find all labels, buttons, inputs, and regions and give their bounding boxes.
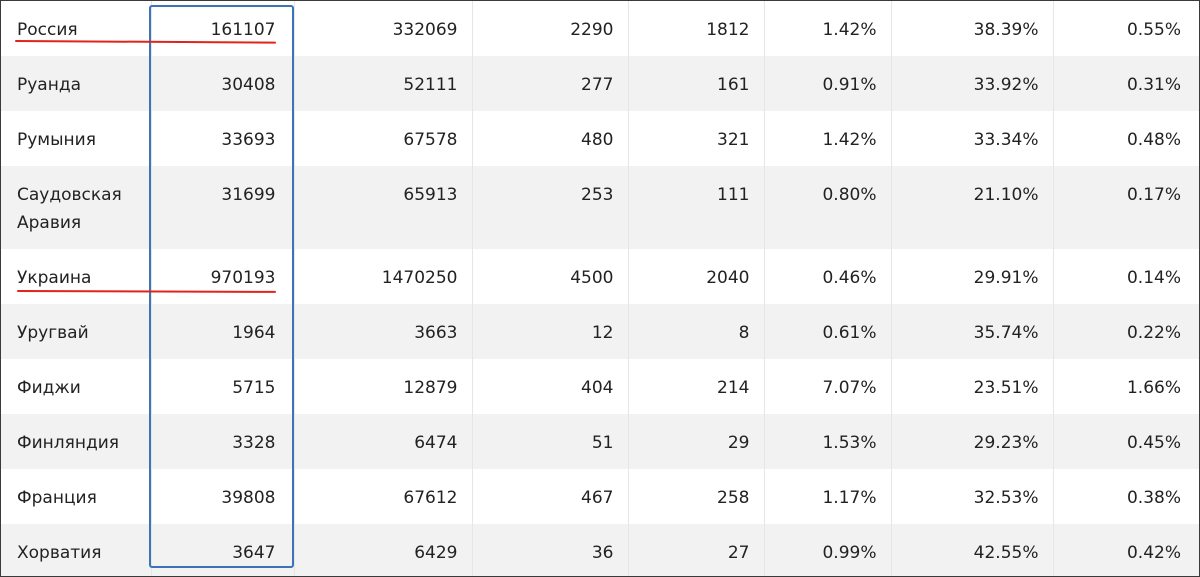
value-cell-2: 3663 [294, 304, 473, 359]
value-cell-2: 52111 [294, 56, 473, 111]
value-cell-5: 0.91% [764, 56, 892, 111]
value-cell-5: 0.46% [764, 249, 892, 304]
table-row: Уругвай 1964 3663 12 8 0.61% 35.74% 0.22… [1, 304, 1199, 359]
value-cell-4: 8 [628, 304, 765, 359]
value-cell-3: 4500 [472, 249, 629, 304]
value-cell-4: 1812 [628, 1, 765, 56]
value-cell-1: 30408 [151, 56, 295, 111]
value-cell-1: 33693 [151, 111, 295, 166]
value-cell-1: 970193 [151, 249, 295, 304]
country-cell: Финляндия [1, 414, 152, 469]
country-name-line-2: Аравия [17, 213, 82, 233]
value-cell-2: 6429 [294, 524, 473, 576]
value-cell-3: 36 [472, 524, 629, 576]
value-cell-3: 253 [472, 166, 629, 249]
value-cell-7: 0.14% [1126, 268, 1181, 288]
value-cell-2: 65913 [294, 166, 473, 249]
value-cell-2: 332069 [294, 1, 473, 56]
value-cell-3: 277 [472, 56, 629, 111]
value-cell-3: 467 [472, 469, 629, 524]
value-cell-7: 0.48% [1126, 130, 1181, 150]
value-cell-5: 0.61% [764, 304, 892, 359]
value-cell-6: 42.55% [891, 524, 1054, 576]
value-cell-7: 1.66% [1126, 378, 1181, 398]
value-cell-2: 67612 [294, 469, 473, 524]
table-row: Финляндия 3328 6474 51 29 1.53% 29.23% 0… [1, 414, 1199, 469]
value-cell-7: 0.38% [1126, 488, 1181, 508]
value-cell-5: 7.07% [764, 359, 892, 414]
table-row: Хорватия 3647 6429 36 27 0.99% 42.55% 0.… [1, 524, 1199, 576]
value-cell-7: 0.22% [1126, 323, 1181, 343]
value-cell-7: 0.17% [1126, 185, 1181, 205]
value-cell-7: 0.42% [1126, 543, 1181, 563]
value-cell-1: 31699 [151, 166, 295, 249]
value-cell-1: 161107 [151, 1, 295, 56]
country-cell: Хорватия [1, 524, 152, 576]
value-cell-6: 38.39% [891, 1, 1054, 56]
value-cell-2: 67578 [294, 111, 473, 166]
country-cell: Россия [1, 1, 152, 56]
value-cell-5: 1.42% [764, 111, 892, 166]
value-cell-1: 3328 [151, 414, 295, 469]
value-cell-4: 29 [628, 414, 765, 469]
table-row: Франция 39808 67612 467 258 1.17% 32.53%… [1, 469, 1199, 524]
table-row: Фиджи 5715 12879 404 214 7.07% 23.51% 1.… [1, 359, 1199, 414]
country-cell: Франция [1, 469, 152, 524]
value-cell-5: 1.53% [764, 414, 892, 469]
value-cell-1: 1964 [151, 304, 295, 359]
value-cell-1: 5715 [151, 359, 295, 414]
value-cell-4: 27 [628, 524, 765, 576]
value-cell-6: 35.74% [891, 304, 1054, 359]
value-cell-3: 51 [472, 414, 629, 469]
value-cell-7: 0.55% [1126, 20, 1181, 40]
value-cell-6: 29.23% [891, 414, 1054, 469]
value-cell-3: 2290 [472, 1, 629, 56]
value-cell-5: 0.99% [764, 524, 892, 576]
country-cell: Фиджи [1, 359, 152, 414]
value-cell-6: 33.92% [891, 56, 1054, 111]
value-cell-3: 12 [472, 304, 629, 359]
value-cell-7: 0.45% [1126, 433, 1181, 453]
country-cell: Украина [1, 249, 152, 304]
value-cell-6: 23.51% [891, 359, 1054, 414]
value-cell-3: 480 [472, 111, 629, 166]
value-cell-6: 29.91% [891, 249, 1054, 304]
table-row: Россия 161107 332069 2290 1812 1.42% 38.… [1, 1, 1199, 56]
value-cell-2: 1470250 [294, 249, 473, 304]
value-cell-5: 0.80% [764, 166, 892, 249]
country-cell: Саудовская Аравия [1, 166, 152, 249]
value-cell-6: 21.10% [891, 166, 1054, 249]
country-cell: Румыния [1, 111, 152, 166]
value-cell-5: 1.42% [764, 1, 892, 56]
table-row: Саудовская Аравия 31699 65913 253 111 0.… [1, 166, 1199, 249]
value-cell-1: 3647 [151, 524, 295, 576]
value-cell-1: 39808 [151, 469, 295, 524]
value-cell-4: 161 [628, 56, 765, 111]
value-cell-4: 321 [628, 111, 765, 166]
country-name-line-1: Саудовская [17, 185, 122, 205]
value-cell-4: 2040 [628, 249, 765, 304]
table-row: Румыния 33693 67578 480 321 1.42% 33.34%… [1, 111, 1199, 166]
value-cell-6: 33.34% [891, 111, 1054, 166]
country-cell: Уругвай [1, 304, 152, 359]
table-row: Руанда 30408 52111 277 161 0.91% 33.92% … [1, 56, 1199, 111]
value-cell-2: 6474 [294, 414, 473, 469]
value-cell-5: 1.17% [764, 469, 892, 524]
table-row: Украина 970193 1470250 4500 2040 0.46% 2… [1, 249, 1199, 304]
country-cell: Руанда [1, 56, 152, 111]
value-cell-4: 258 [628, 469, 765, 524]
value-cell-7: 0.31% [1126, 75, 1181, 95]
value-cell-6: 32.53% [891, 469, 1054, 524]
value-cell-4: 214 [628, 359, 765, 414]
value-cell-3: 404 [472, 359, 629, 414]
value-cell-2: 12879 [294, 359, 473, 414]
value-cell-4: 111 [628, 166, 765, 249]
